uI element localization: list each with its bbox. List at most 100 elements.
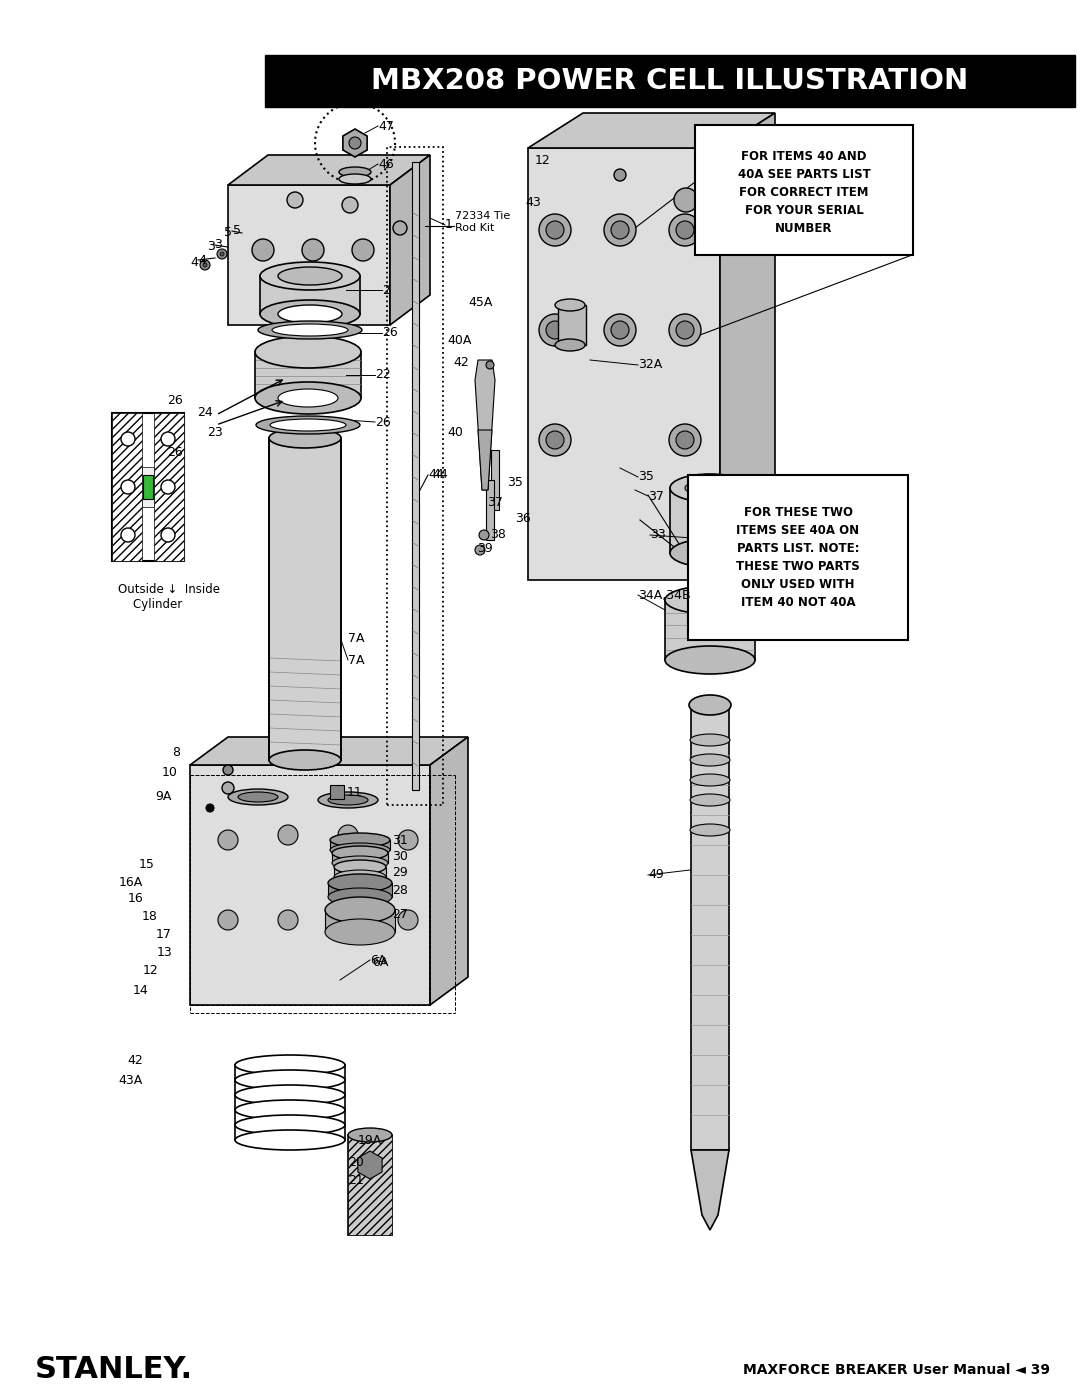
Bar	[269, 439, 341, 760]
Circle shape	[676, 321, 694, 339]
Polygon shape	[228, 155, 430, 184]
Bar	[141, 467, 154, 507]
Polygon shape	[190, 766, 430, 1004]
Text: 21: 21	[348, 1173, 364, 1186]
Circle shape	[539, 214, 571, 246]
Circle shape	[669, 314, 701, 346]
Text: 40: 40	[447, 426, 463, 440]
Text: 1: 1	[445, 218, 453, 232]
Text: 6A: 6A	[372, 957, 389, 970]
Circle shape	[539, 314, 571, 346]
Ellipse shape	[690, 774, 730, 787]
Text: 12: 12	[143, 964, 158, 977]
Ellipse shape	[665, 645, 755, 673]
Polygon shape	[190, 738, 468, 766]
Circle shape	[486, 360, 494, 369]
Circle shape	[302, 239, 324, 261]
Polygon shape	[357, 1151, 382, 1179]
Ellipse shape	[258, 321, 362, 339]
Circle shape	[546, 221, 564, 239]
Ellipse shape	[325, 897, 395, 923]
Circle shape	[218, 909, 238, 930]
Circle shape	[676, 432, 694, 448]
Text: 35: 35	[507, 475, 523, 489]
Circle shape	[278, 826, 298, 845]
Text: 18: 18	[143, 911, 158, 923]
Text: 24: 24	[197, 407, 213, 419]
Text: 13: 13	[157, 946, 172, 958]
Text: 3: 3	[207, 240, 215, 253]
Circle shape	[278, 909, 298, 930]
Text: 47: 47	[378, 120, 394, 133]
Circle shape	[287, 191, 303, 208]
Text: 27: 27	[392, 908, 408, 921]
Circle shape	[161, 528, 175, 542]
Circle shape	[399, 909, 418, 930]
Text: 4: 4	[190, 257, 198, 270]
Circle shape	[352, 239, 374, 261]
Circle shape	[669, 425, 701, 455]
Bar	[387, 147, 443, 805]
Text: 14: 14	[132, 983, 148, 996]
Circle shape	[218, 830, 238, 849]
Circle shape	[121, 481, 135, 495]
Ellipse shape	[689, 694, 731, 715]
Ellipse shape	[690, 824, 730, 835]
Ellipse shape	[555, 299, 585, 312]
Ellipse shape	[328, 888, 392, 907]
Ellipse shape	[255, 337, 361, 367]
Ellipse shape	[330, 842, 390, 856]
Text: 26: 26	[167, 394, 183, 407]
Ellipse shape	[325, 919, 395, 944]
Text: 26: 26	[167, 447, 183, 460]
Text: 32A: 32A	[638, 359, 662, 372]
Ellipse shape	[278, 388, 338, 407]
Text: MBX208 POWER CELL ILLUSTRATION: MBX208 POWER CELL ILLUSTRATION	[372, 67, 969, 95]
Ellipse shape	[235, 1099, 345, 1120]
Circle shape	[611, 221, 629, 239]
Circle shape	[480, 529, 489, 541]
Text: 6A: 6A	[370, 954, 387, 967]
Polygon shape	[528, 148, 720, 580]
Bar	[154, 414, 184, 562]
Ellipse shape	[555, 339, 585, 351]
Text: FOR ITEMS 40 AND
40A SEE PARTS LIST
FOR CORRECT ITEM
FOR YOUR SERIAL
NUMBER: FOR ITEMS 40 AND 40A SEE PARTS LIST FOR …	[738, 149, 870, 235]
Ellipse shape	[670, 474, 750, 502]
Text: MAXFORCE BREAKER User Manual ◄ 39: MAXFORCE BREAKER User Manual ◄ 39	[743, 1363, 1050, 1377]
Ellipse shape	[235, 1130, 345, 1150]
Bar	[143, 475, 153, 499]
Circle shape	[342, 197, 357, 212]
Text: 37: 37	[487, 496, 503, 510]
Text: STANLEY.: STANLEY.	[35, 1355, 193, 1384]
Ellipse shape	[339, 168, 372, 177]
Text: 44: 44	[428, 468, 444, 482]
Bar	[348, 1134, 392, 1235]
Circle shape	[338, 826, 357, 845]
Polygon shape	[228, 184, 390, 326]
Bar	[328, 883, 392, 897]
Circle shape	[349, 137, 361, 149]
Text: 26: 26	[382, 327, 397, 339]
Ellipse shape	[328, 875, 392, 893]
Text: 20: 20	[348, 1155, 364, 1168]
Text: 49: 49	[648, 869, 664, 882]
Text: 42: 42	[453, 355, 469, 369]
Ellipse shape	[228, 789, 288, 805]
Text: 36: 36	[515, 511, 530, 524]
Ellipse shape	[328, 795, 368, 805]
Bar	[332, 854, 388, 863]
Text: 22: 22	[375, 369, 391, 381]
Ellipse shape	[238, 792, 278, 802]
Text: 19A: 19A	[357, 1133, 382, 1147]
Text: 30: 30	[392, 849, 408, 862]
Ellipse shape	[334, 870, 386, 884]
Ellipse shape	[348, 1127, 392, 1141]
Circle shape	[217, 249, 227, 258]
Text: 9A: 9A	[156, 791, 172, 803]
Polygon shape	[390, 155, 430, 326]
Text: 39: 39	[477, 542, 492, 555]
Text: 33: 33	[650, 528, 665, 542]
Text: FOR THESE TWO
ITEMS SEE 40A ON
PARTS LIST. NOTE:
THESE TWO PARTS
ONLY USED WITH
: FOR THESE TWO ITEMS SEE 40A ON PARTS LIS…	[737, 507, 860, 609]
Circle shape	[121, 432, 135, 446]
Bar	[688, 475, 908, 640]
